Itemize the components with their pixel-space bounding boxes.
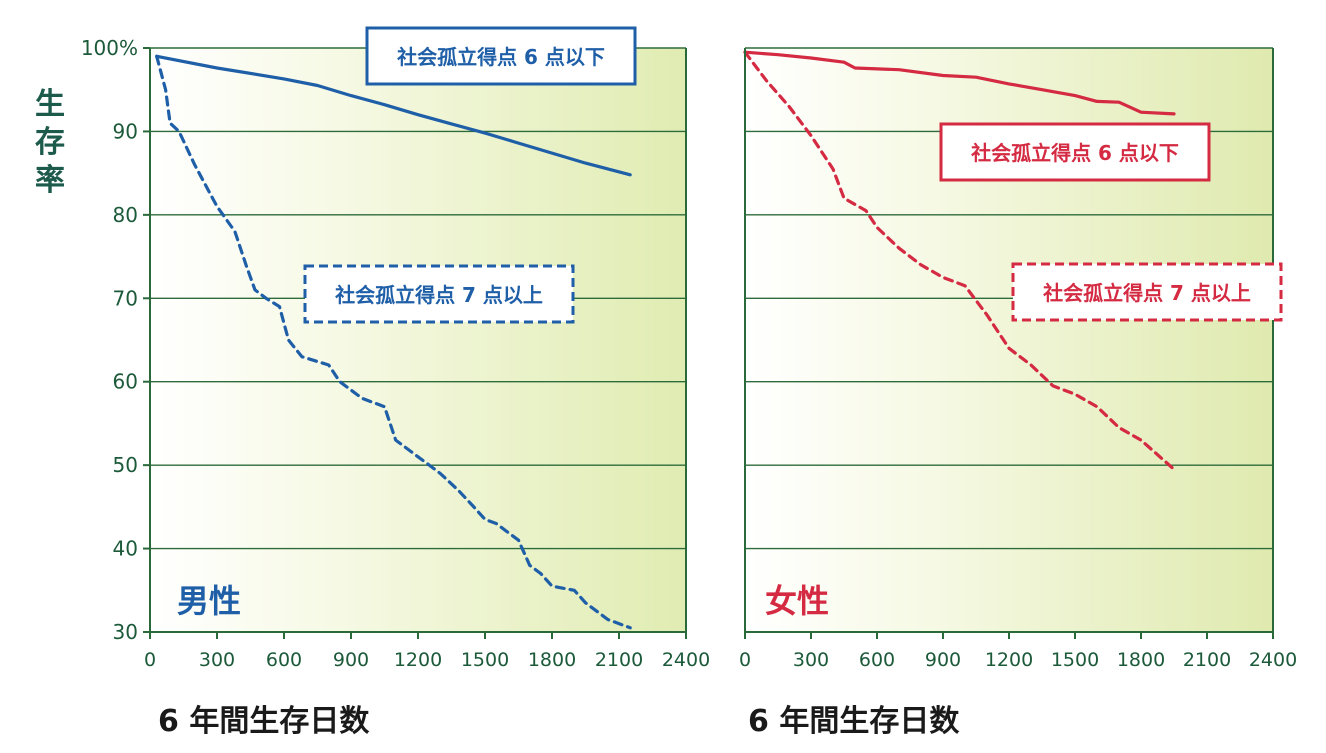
y-axis-title: 生存率 (35, 87, 65, 198)
x-tick-label: 1800 (528, 649, 576, 671)
x-tick-label: 600 (266, 649, 302, 671)
x-tick-label: 2400 (1249, 649, 1297, 671)
x-tick-labels: 0 300 600 900 1200 1500 1800 2100 2400 (739, 632, 1297, 671)
x-tick-label: 1800 (1117, 649, 1165, 671)
x-tick-label: 900 (925, 649, 961, 671)
series-line-solid (743, 50, 1176, 116)
legend-box-dashed: 社会孤立得点 7 点以上 (1011, 262, 1283, 322)
y-tick-label: 90 (113, 119, 138, 143)
y-tick-labels: 30 40 50 60 70 80 90 100% (81, 36, 150, 644)
x-tick-label: 600 (859, 649, 895, 671)
series-line-solid (155, 54, 632, 177)
panel-label-female: 女性 (765, 582, 829, 620)
x-tick-label: 1500 (461, 649, 509, 671)
x-tick-label: 1500 (1051, 649, 1099, 671)
y-tick-label: 70 (113, 286, 138, 310)
x-axis-title-left: 6 年間生存日数 (158, 704, 370, 739)
panel-label-male: 男性 (177, 582, 241, 620)
legend-label-solid: 社会孤立得点 6 点以下 (970, 141, 1179, 165)
x-tick-labels: 0 300 600 900 1200 1500 1800 2100 2400 (144, 632, 710, 671)
x-tick-label: 0 (739, 649, 751, 671)
plot-area-background (150, 48, 686, 632)
y-tick-label: 60 (113, 370, 138, 394)
series-line-dashed (155, 54, 632, 630)
legend-box-solid: 社会孤立得点 6 点以下 (939, 122, 1211, 182)
x-tick-label: 300 (199, 649, 235, 671)
x-tick-label: 1200 (985, 649, 1033, 671)
x-tick-label: 300 (793, 649, 829, 671)
y-tick-label: 80 (113, 203, 138, 227)
legend-label-dashed: 社会孤立得点 7 点以上 (1042, 281, 1251, 305)
legend-label-dashed: 社会孤立得点 7 点以上 (334, 283, 543, 307)
x-tick-label: 2100 (1183, 649, 1231, 671)
x-tick-label: 2400 (662, 649, 710, 671)
series-lines (155, 54, 632, 630)
legend-box-solid: 社会孤立得点 6 点以下 (365, 26, 637, 86)
legend-box-dashed: 社会孤立得点 7 点以上 (303, 264, 575, 324)
x-tick-label: 900 (333, 649, 369, 671)
y-tick-label: 30 (113, 620, 138, 644)
x-tick-label: 0 (144, 649, 156, 671)
series-line-dashed (743, 50, 1176, 471)
male-survival-chart: 0 300 600 900 1200 1500 1800 2100 2400 30 40 50 60 7… (81, 26, 710, 671)
x-tick-label: 1200 (394, 649, 442, 671)
series-lines (743, 50, 1176, 471)
x-tick-label: 2100 (595, 649, 643, 671)
legend-label-solid: 社会孤立得点 6 点以下 (396, 45, 605, 69)
y-tick-label: 40 (113, 537, 138, 561)
female-survival-chart: 0 300 600 900 1200 1500 1800 2100 2400 社会孤立得点 6 … (739, 47, 1297, 671)
x-axis-title-right: 6 年間生存日数 (748, 704, 960, 739)
y-tick-label: 100% (81, 36, 138, 60)
y-tick-label: 50 (113, 453, 138, 477)
